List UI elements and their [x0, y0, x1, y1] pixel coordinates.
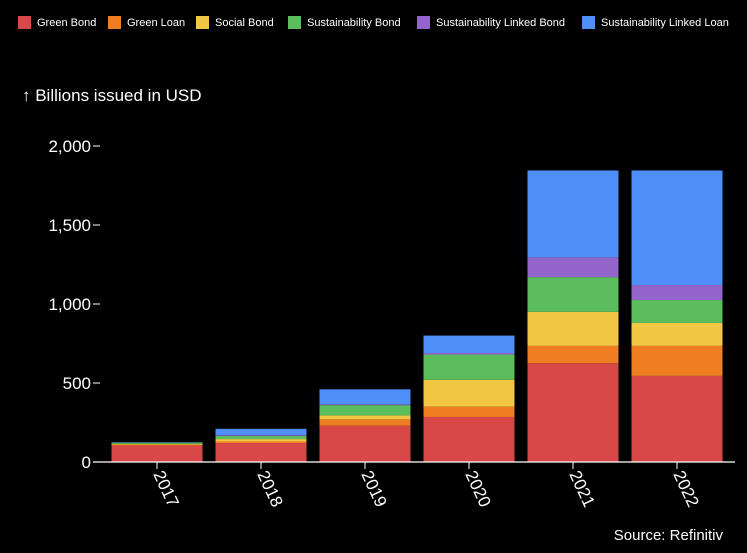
legend-swatch-green-bond — [18, 16, 31, 29]
legend-label-sustainability-linked-loan: Sustainability Linked Loan — [601, 17, 729, 29]
bar-2018-sustainability-linked-loan — [215, 428, 307, 436]
bar-2022-green-loan — [631, 345, 723, 376]
y-axis: 0 500 1,000 1,500 2,000 — [48, 137, 100, 472]
legend-swatch-social-bond — [196, 16, 209, 29]
bar-2018-sustainability-bond — [215, 435, 307, 440]
bar-2022-sustainability-bond — [631, 300, 723, 323]
bar-2020-green-loan — [423, 406, 515, 417]
bar-2018-sustainability-linked-bond — [215, 435, 307, 436]
x-tick-label-2021: 2021 — [565, 468, 598, 510]
legend-swatch-sustainability-bond — [288, 16, 301, 29]
bar-2019-green-bond — [319, 425, 411, 462]
legend-swatch-sustainability-linked-loan — [582, 16, 595, 29]
bar-2021-sustainability-linked-bond — [527, 257, 619, 278]
bar-2017-green-loan — [111, 444, 203, 446]
bar-2017-sustainability-bond — [111, 442, 203, 444]
bar-2020-social-bond — [423, 379, 515, 407]
x-axis: 2017 2018 2019 2020 2021 2022 — [93, 461, 735, 510]
bar-2020-green-bond — [423, 416, 515, 462]
legend-label-sustainability-linked-bond: Sustainability Linked Bond — [436, 17, 565, 29]
bar-2018-social-bond — [215, 439, 307, 442]
bar-2020-sustainability-linked-bond — [423, 352, 515, 355]
legend: Green Bond Green Loan Social Bond Sustainab… — [18, 16, 729, 29]
y-axis-label: ↑ Billions issued in USD — [22, 86, 202, 105]
legend-swatch-green-loan — [108, 16, 121, 29]
bar-2022-sustainability-linked-loan — [631, 170, 723, 286]
bar-2019-social-bond — [319, 415, 411, 420]
legend-label-social-bond: Social Bond — [215, 17, 274, 29]
bar-2022-green-bond — [631, 375, 723, 462]
x-tick-label-2017: 2017 — [149, 468, 182, 510]
bar-2020-sustainability-linked-loan — [423, 335, 515, 353]
bar-2020-sustainability-bond — [423, 354, 515, 380]
legend-label-green-loan: Green Loan — [127, 17, 185, 29]
legend-label-green-bond: Green Bond — [37, 17, 96, 29]
legend-swatch-sustainability-linked-bond — [417, 16, 430, 29]
bar-2019-sustainability-linked-bond — [319, 404, 411, 406]
bar-2021-sustainability-linked-loan — [527, 170, 619, 258]
bar-2019-sustainability-linked-loan — [319, 389, 411, 405]
bar-2019-sustainability-bond — [319, 405, 411, 416]
bar-2022-social-bond — [631, 322, 723, 346]
bar-2021-sustainability-bond — [527, 277, 619, 312]
bar-2018-green-loan — [215, 441, 307, 444]
x-tick-label-2018: 2018 — [253, 468, 286, 510]
x-tick-label-2022: 2022 — [669, 468, 702, 510]
bar-2017-green-bond — [111, 445, 203, 462]
bar-2021-green-bond — [527, 363, 619, 462]
bar-2017-social-bond — [111, 443, 203, 445]
y-tick-label-1500: 1,500 — [48, 216, 91, 235]
bar-2018-green-bond — [215, 443, 307, 462]
y-tick-label-0: 0 — [82, 453, 91, 472]
bar-2019-green-loan — [319, 419, 411, 426]
legend-label-sustainability-bond: Sustainability Bond — [307, 17, 401, 29]
bar-2022-sustainability-linked-bond — [631, 285, 723, 301]
source-note: Source: Refinitiv — [614, 527, 724, 544]
y-tick-label-2000: 2,000 — [48, 137, 91, 156]
x-tick-label-2020: 2020 — [461, 468, 494, 510]
x-tick-label-2019: 2019 — [357, 468, 390, 510]
bar-2021-green-loan — [527, 345, 619, 364]
bars — [111, 170, 723, 462]
y-tick-label-500: 500 — [63, 374, 91, 393]
bar-2021-social-bond — [527, 311, 619, 346]
y-tick-label-1000: 1,000 — [48, 295, 91, 314]
